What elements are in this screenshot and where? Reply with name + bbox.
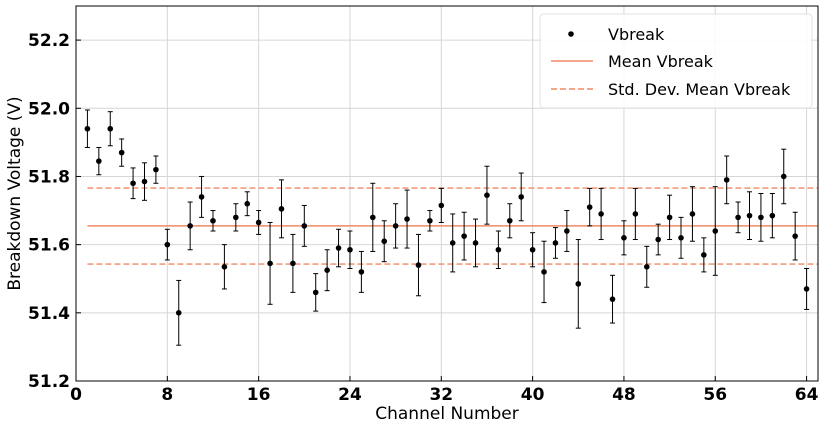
legend-entry-label: Mean Vbreak (608, 52, 714, 71)
data-point (529, 246, 536, 253)
data-point (130, 180, 136, 187)
data-point (689, 211, 696, 217)
data-point (701, 252, 707, 258)
data-point (175, 310, 182, 316)
x-axis-label: Channel Number (375, 404, 519, 424)
x-axis-ticks: 0 8 16 24 32 40 48 56 64 (70, 376, 819, 405)
data-point (484, 192, 490, 199)
x-tick-label: 64 (795, 385, 819, 405)
y-tick-label: 52.0 (28, 99, 70, 119)
y-tick-label: 52.2 (28, 31, 70, 51)
data-point (84, 125, 91, 132)
plot-frame (75, 5, 819, 382)
data-point (769, 212, 776, 219)
y-axis-label: Breakdown Voltage (V) (5, 96, 25, 290)
data-point (449, 240, 456, 246)
x-tick-label: 24 (338, 385, 362, 405)
data-point (267, 260, 273, 267)
data-point (723, 177, 730, 183)
data-point (678, 235, 684, 241)
data-point (164, 241, 171, 248)
data-point (438, 202, 445, 209)
data-point (278, 206, 285, 212)
data-point (221, 263, 228, 270)
legend: Vbreak Mean Vbreak Std. Dev. Mean Vbreak (539, 13, 813, 109)
legend-entry-label: Vbreak (608, 25, 665, 44)
x-tick-label: 56 (703, 385, 727, 405)
data-point (347, 246, 353, 253)
data-point (187, 223, 193, 229)
data-point (598, 211, 604, 217)
data-point (780, 173, 787, 180)
data-point (358, 269, 365, 275)
data-point (621, 235, 627, 241)
data-point (758, 214, 764, 221)
data-point (301, 223, 308, 229)
data-point (198, 194, 205, 200)
data-point (370, 214, 376, 221)
data-point (746, 212, 753, 219)
legend-marker-point (568, 31, 574, 37)
data-point (506, 217, 513, 224)
data-point (233, 214, 239, 221)
data-point (324, 267, 330, 274)
data-point (210, 217, 216, 224)
data-point (244, 200, 251, 207)
data-point (712, 228, 719, 234)
y-tick-label: 51.4 (28, 304, 70, 324)
data-point (655, 236, 661, 243)
data-point (404, 216, 410, 222)
data-point (381, 238, 388, 245)
data-point (141, 178, 148, 185)
legend-box (539, 13, 813, 109)
data-point (792, 233, 798, 239)
x-tick-label: 48 (612, 385, 636, 405)
data-point (392, 223, 399, 229)
data-point (643, 263, 650, 270)
x-tick-label: 32 (429, 385, 453, 405)
data-point (427, 217, 433, 224)
data-point (541, 269, 547, 275)
data-point (415, 262, 422, 268)
data-point (803, 286, 810, 292)
x-tick-label: 16 (247, 385, 271, 405)
y-tick-label: 51.2 (28, 372, 70, 392)
legend-entry-label: Std. Dev. Mean Vbreak (608, 80, 791, 99)
y-tick-label: 51.8 (28, 167, 70, 187)
data-point (495, 246, 502, 253)
data-point (518, 194, 524, 200)
x-tick-label: 8 (161, 385, 173, 405)
data-point (735, 214, 741, 221)
data-point (96, 158, 102, 164)
x-tick-label: 40 (521, 385, 545, 405)
data-point (564, 228, 570, 234)
data-point (575, 281, 582, 287)
data-point (609, 296, 616, 302)
data-point (255, 219, 262, 226)
data-points (84, 125, 810, 316)
data-point (290, 260, 296, 267)
data-point (118, 149, 125, 156)
data-point (335, 245, 342, 251)
data-point (552, 240, 559, 246)
data-point (666, 214, 673, 221)
data-point (153, 166, 159, 173)
data-point (461, 233, 467, 239)
data-point (107, 125, 114, 132)
data-point (472, 240, 479, 246)
y-axis-ticks: 51.2 51.4 51.6 51.8 52.0 52.2 (28, 31, 81, 392)
y-tick-label: 51.6 (28, 236, 70, 256)
data-point (632, 211, 639, 217)
data-point (312, 289, 319, 296)
x-tick-label: 0 (70, 385, 82, 405)
data-point (586, 204, 593, 210)
